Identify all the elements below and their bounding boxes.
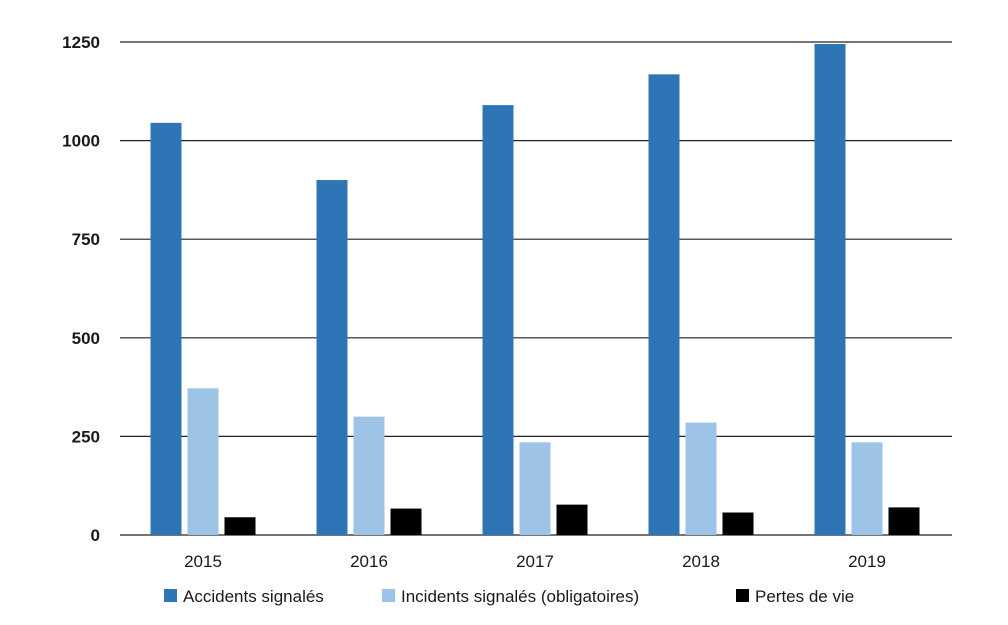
y-tick-label: 1000 <box>62 132 100 151</box>
legend-label: Incidents signalés (obligatoires) <box>401 587 639 606</box>
bar-2016-series-1 <box>353 416 385 535</box>
x-tick-label: 2017 <box>516 552 554 571</box>
bar-2015-series-2 <box>224 517 256 535</box>
x-tick-label: 2019 <box>848 552 886 571</box>
y-tick-label: 250 <box>72 427 100 446</box>
legend-label: Pertes de vie <box>755 587 854 606</box>
legend: Accidents signalés Incidents signalés (ob… <box>164 587 854 606</box>
bar-2017-series-2 <box>556 504 588 535</box>
bar-2015-series-0 <box>150 122 182 536</box>
legend-label: Accidents signalés <box>183 587 324 606</box>
legend-swatch <box>736 589 749 602</box>
y-axis: 0 250 500 750 1000 1250 <box>62 33 100 545</box>
legend-swatch <box>164 589 177 602</box>
bars <box>150 43 920 536</box>
bar-2019-series-0 <box>814 43 846 536</box>
bar-2018-series-2 <box>722 512 754 535</box>
bar-2019-series-2 <box>888 507 920 535</box>
bar-2017-series-1 <box>519 442 551 535</box>
x-tick-label: 2016 <box>350 552 388 571</box>
bar-2018-series-1 <box>685 422 717 535</box>
bar-2017-series-0 <box>482 105 514 535</box>
y-tick-label: 1250 <box>62 33 100 52</box>
y-tick-label: 750 <box>72 230 100 249</box>
bar-2016-series-0 <box>316 180 348 536</box>
x-axis: 2015 2016 2017 2018 2019 <box>184 552 886 571</box>
gridlines <box>120 41 952 536</box>
bar-2016-series-2 <box>390 508 422 535</box>
legend-swatch <box>382 589 395 602</box>
y-tick-label: 0 <box>91 526 100 545</box>
x-tick-label: 2018 <box>682 552 720 571</box>
bar-2019-series-1 <box>851 442 883 535</box>
x-tick-label: 2015 <box>184 552 222 571</box>
bar-2018-series-0 <box>648 74 680 536</box>
bar-2015-series-1 <box>187 388 219 535</box>
y-tick-label: 500 <box>72 329 100 348</box>
